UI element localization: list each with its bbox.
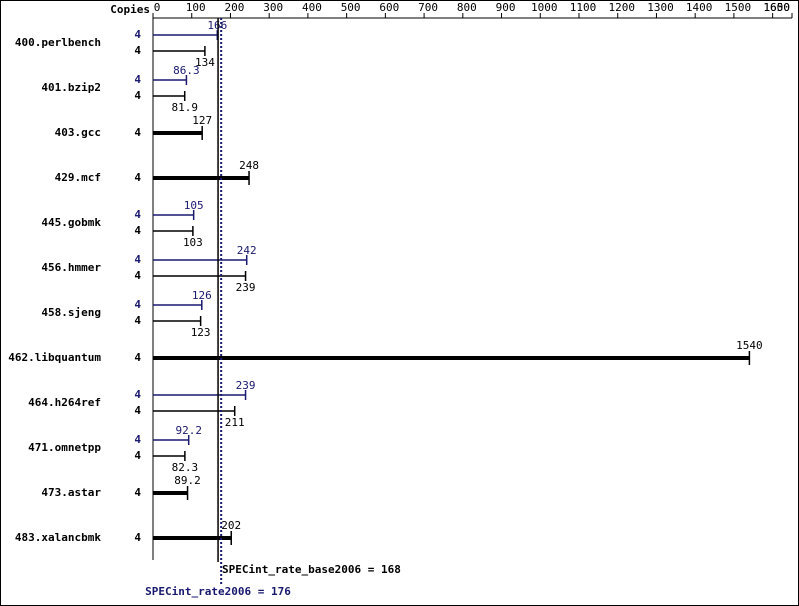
- benchmark-name: 400.perlbench: [15, 36, 101, 49]
- copies: 4: [134, 171, 141, 184]
- x-tick-label: 1500: [725, 1, 752, 14]
- copies: 4: [134, 253, 141, 266]
- value-label: 92.2: [175, 424, 202, 437]
- benchmark-name: 456.hmmer: [41, 261, 101, 274]
- x-tick-label: 1100: [570, 1, 597, 14]
- x-tick-label: 100: [186, 1, 206, 14]
- benchmark-name: 471.omnetpp: [28, 441, 101, 454]
- copies: 4: [134, 433, 141, 446]
- copies: 4: [134, 269, 141, 282]
- copies: 4: [134, 28, 141, 41]
- copies: 4: [134, 44, 141, 57]
- value-label: 105: [184, 199, 204, 212]
- value-label: 134: [195, 56, 215, 69]
- x-tick-label: 600: [379, 1, 399, 14]
- copies: 4: [134, 89, 141, 102]
- copies: 4: [134, 298, 141, 311]
- value-label: 166: [207, 19, 227, 32]
- benchmark-name: 464.h264ref: [28, 396, 101, 409]
- reference-label: SPECint_rate2006 = 176: [145, 585, 291, 598]
- copies: 4: [134, 486, 141, 499]
- x-tick-label: 1600: [763, 1, 790, 14]
- x-tick-label: 1300: [647, 1, 674, 14]
- benchmark-name: 462.libquantum: [8, 351, 101, 364]
- value-label: 248: [239, 159, 259, 172]
- x-tick-label: 1400: [686, 1, 713, 14]
- reference-label: SPECint_rate_base2006 = 168: [222, 563, 401, 576]
- value-label: 202: [221, 519, 241, 532]
- x-tick-label: 200: [225, 1, 245, 14]
- copies: 4: [134, 404, 141, 417]
- copies: 4: [134, 449, 141, 462]
- benchmark-name: 429.mcf: [55, 171, 101, 184]
- x-tick-label: 1000: [531, 1, 558, 14]
- value-label: 123: [191, 326, 211, 339]
- copies: 4: [134, 388, 141, 401]
- copies: 4: [134, 126, 141, 139]
- value-label: 126: [192, 289, 212, 302]
- copies: 4: [134, 314, 141, 327]
- x-tick-label: 500: [341, 1, 361, 14]
- x-tick-label: 0: [154, 1, 161, 14]
- copies: 4: [134, 208, 141, 221]
- value-label: 81.9: [171, 101, 198, 114]
- x-tick-label: 1200: [608, 1, 635, 14]
- benchmark-name: 483.xalancbmk: [15, 531, 101, 544]
- x-tick-label: 300: [263, 1, 283, 14]
- x-tick-label: 800: [457, 1, 477, 14]
- value-label: 86.3: [173, 64, 200, 77]
- value-label: 82.3: [172, 461, 199, 474]
- value-label: 89.2: [174, 474, 201, 487]
- benchmark-name: 458.sjeng: [41, 306, 101, 319]
- value-label: 127: [192, 114, 212, 127]
- value-label: 239: [236, 379, 256, 392]
- x-tick-label: 1650: [764, 1, 791, 14]
- copies: 4: [134, 351, 141, 364]
- value-label: 103: [183, 236, 203, 249]
- benchmark-name: 473.astar: [41, 486, 101, 499]
- value-label: 239: [236, 281, 256, 294]
- x-tick-label: 400: [302, 1, 322, 14]
- value-label: 1540: [736, 339, 763, 352]
- value-label: 242: [237, 244, 257, 257]
- copies: 4: [134, 73, 141, 86]
- benchmark-name: 445.gobmk: [41, 216, 101, 229]
- copies: 4: [134, 531, 141, 544]
- x-tick-label: 700: [418, 1, 438, 14]
- x-tick-label: 900: [496, 1, 516, 14]
- copies: 4: [134, 224, 141, 237]
- benchmark-name: 401.bzip2: [41, 81, 101, 94]
- value-label: 211: [225, 416, 245, 429]
- benchmark-name: 403.gcc: [55, 126, 101, 139]
- copies-label: Copies: [110, 3, 150, 16]
